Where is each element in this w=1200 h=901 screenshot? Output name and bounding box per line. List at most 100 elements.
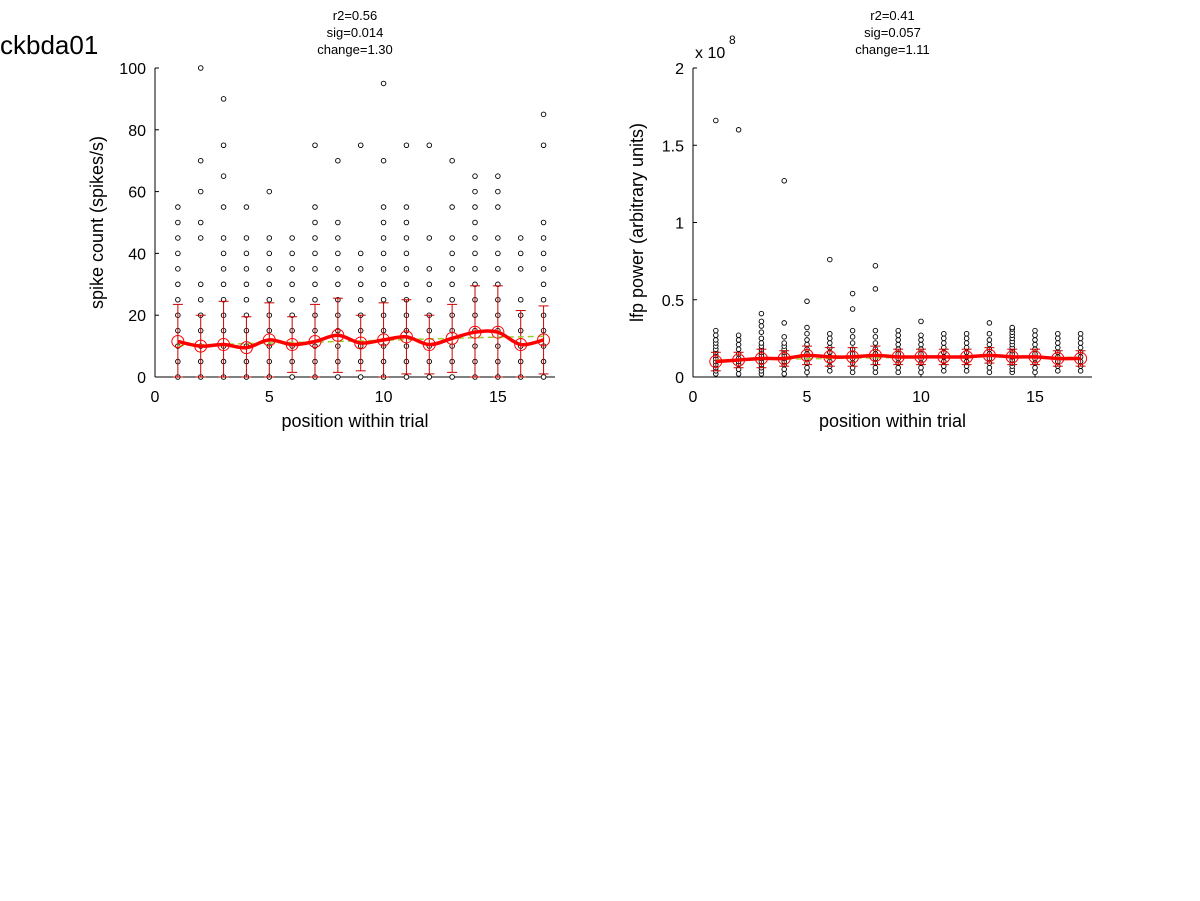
data-point (403, 235, 410, 241)
stats-line: r2=0.41 (870, 8, 914, 23)
mean-line (177, 329, 545, 350)
data-point (449, 157, 455, 164)
data-point (713, 327, 719, 334)
data-point (495, 266, 501, 272)
data-point (895, 369, 901, 376)
data-point (335, 250, 341, 257)
data-point (713, 332, 719, 339)
y-axis-label: lfp power (arbitrary units) (627, 123, 647, 322)
data-point (220, 281, 227, 288)
data-point (495, 188, 501, 195)
data-point (713, 337, 719, 343)
data-point (289, 374, 295, 380)
data-point (986, 341, 993, 348)
data-point (426, 142, 433, 148)
data-point (1032, 332, 1038, 339)
data-point (872, 286, 879, 292)
x-tick-label: 15 (1026, 389, 1044, 406)
data-point (895, 364, 901, 371)
data-point (357, 297, 364, 303)
stats-line: r2=0.56 (333, 8, 377, 23)
data-point (449, 297, 455, 303)
mean-marker (982, 348, 996, 362)
data-point (849, 290, 856, 297)
data-point (312, 142, 318, 148)
y-tick-label: 1.5 (662, 138, 684, 155)
data-point (781, 334, 787, 340)
data-point (266, 188, 273, 195)
mean-marker (937, 350, 951, 364)
data-point (243, 235, 250, 241)
data-point (918, 369, 924, 376)
data-point (175, 281, 181, 288)
x-tick-label: 10 (912, 389, 930, 406)
data-point (872, 340, 879, 346)
data-point (540, 235, 547, 241)
data-point (220, 266, 227, 272)
data-point (243, 250, 250, 257)
exponent-label: x 10 (695, 45, 725, 62)
data-point (758, 340, 765, 346)
data-point (335, 281, 341, 288)
data-point (403, 142, 410, 148)
data-point (804, 337, 810, 343)
data-point (1055, 335, 1061, 342)
data-point (872, 263, 879, 269)
data-point (197, 188, 204, 195)
data-point (827, 256, 833, 263)
data-point (197, 235, 204, 241)
data-point (918, 364, 924, 371)
data-point (243, 266, 250, 272)
data-point (426, 281, 433, 288)
data-point (380, 281, 387, 288)
data-point (849, 306, 856, 312)
mean-marker (537, 333, 551, 347)
mean-marker (1005, 350, 1019, 364)
x-axis-label: position within trial (819, 411, 966, 431)
data-point (220, 142, 227, 148)
data-point (517, 266, 524, 272)
data-point (1077, 340, 1084, 346)
data-point (540, 219, 547, 226)
y-tick-label: 20 (128, 308, 146, 325)
x-tick-label: 10 (375, 389, 393, 406)
y-tick-label: 100 (119, 61, 146, 78)
data-point (895, 327, 901, 334)
data-point (312, 297, 318, 303)
data-point (986, 337, 993, 343)
data-point (1055, 330, 1061, 337)
data-point (827, 330, 833, 337)
chart-1: r2=0.56 sig=0.014 change=1.30 0 5 10 15 0 20 40 60… (87, 8, 555, 431)
data-point (849, 369, 856, 376)
data-point (243, 297, 250, 303)
stats-line: change=1.30 (317, 42, 393, 57)
data-point (357, 250, 364, 257)
data-point (827, 340, 833, 346)
data-point (895, 332, 901, 339)
data-point (312, 219, 318, 226)
data-point (266, 297, 273, 303)
data-point (472, 219, 478, 226)
data-point (735, 341, 742, 348)
data-point (804, 330, 810, 337)
data-point (220, 96, 227, 102)
data-point (289, 281, 295, 288)
data-point (403, 219, 410, 226)
mean-marker (732, 353, 746, 367)
data-point (872, 327, 879, 334)
mean-marker (800, 348, 814, 362)
mean-marker (1028, 350, 1042, 364)
mean-marker (891, 350, 905, 364)
data-point (758, 310, 765, 317)
data-point (312, 266, 318, 272)
data-point (403, 374, 410, 380)
x-tick-label: 5 (803, 389, 812, 406)
y-tick-label: 0 (137, 370, 146, 387)
data-point (495, 235, 501, 241)
mean-marker (1074, 351, 1088, 365)
data-point (758, 335, 765, 342)
data-point (540, 374, 547, 380)
data-point (335, 219, 341, 226)
data-point (1032, 327, 1038, 334)
